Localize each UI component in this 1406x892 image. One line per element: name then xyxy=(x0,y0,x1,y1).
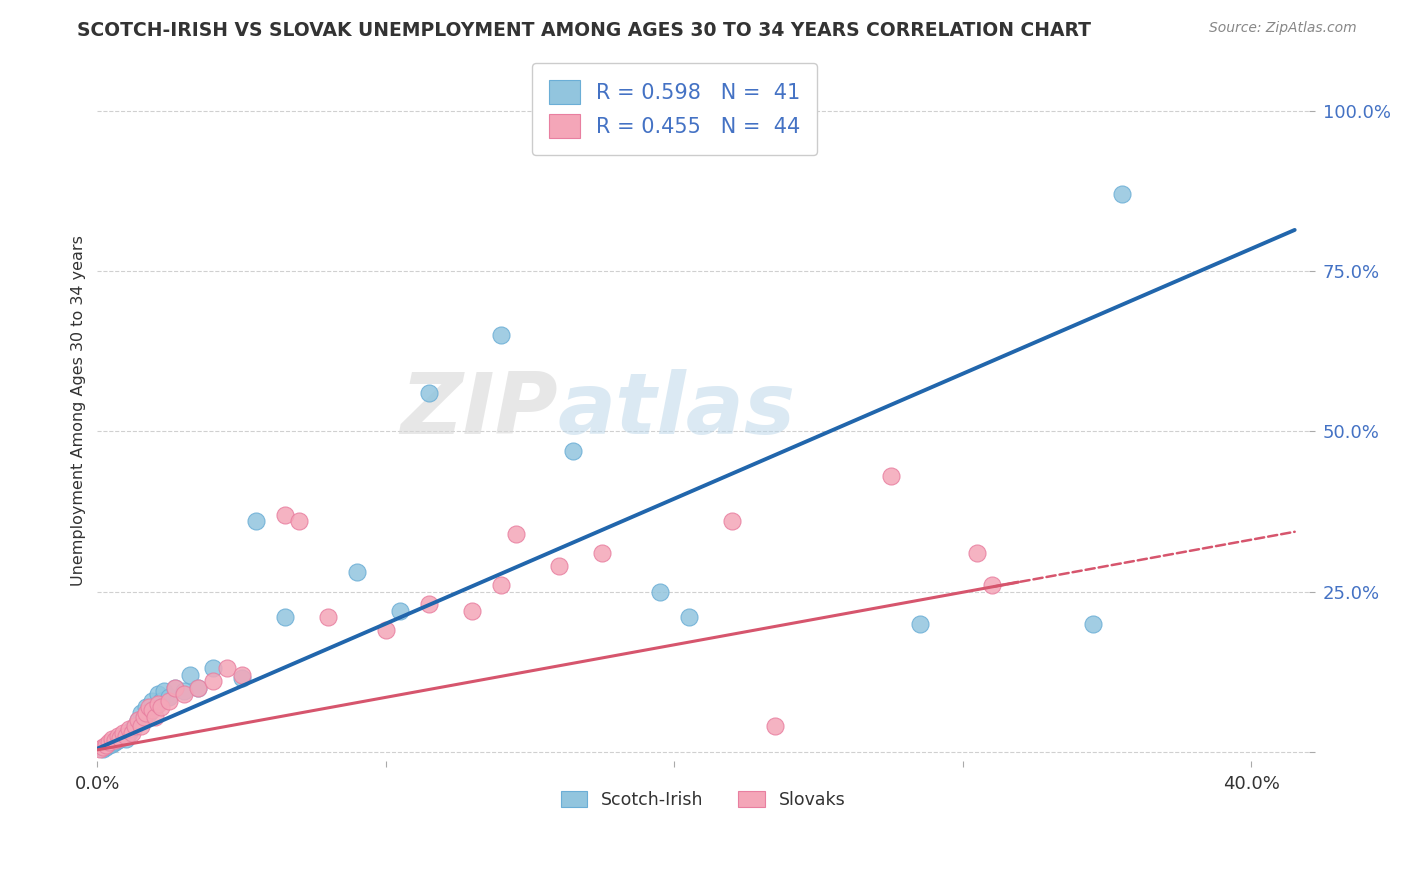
Point xyxy=(110,731,132,746)
Point xyxy=(908,616,931,631)
Point xyxy=(231,668,253,682)
Point xyxy=(141,693,163,707)
Point xyxy=(100,731,122,746)
Point xyxy=(110,731,132,745)
Point xyxy=(165,681,187,695)
Point xyxy=(288,514,311,528)
Point xyxy=(966,546,988,560)
Legend: Scotch-Irish, Slovaks: Scotch-Irish, Slovaks xyxy=(554,784,852,816)
Point xyxy=(115,729,138,743)
Point xyxy=(118,725,141,739)
Point xyxy=(138,700,160,714)
Point xyxy=(146,687,169,701)
Point xyxy=(107,733,129,747)
Point xyxy=(129,706,152,721)
Point xyxy=(141,703,163,717)
Point xyxy=(89,741,111,756)
Point xyxy=(97,735,120,749)
Point xyxy=(149,700,172,714)
Point xyxy=(548,558,571,573)
Point xyxy=(217,661,239,675)
Point xyxy=(721,514,744,528)
Point xyxy=(146,697,169,711)
Point xyxy=(121,723,143,737)
Point xyxy=(104,733,127,747)
Point xyxy=(245,514,267,528)
Point xyxy=(591,546,613,560)
Point xyxy=(91,741,114,756)
Point xyxy=(165,681,187,695)
Point xyxy=(132,709,155,723)
Point xyxy=(173,684,195,698)
Point xyxy=(231,671,253,685)
Point xyxy=(112,725,135,739)
Point xyxy=(97,739,120,753)
Text: Source: ZipAtlas.com: Source: ZipAtlas.com xyxy=(1209,21,1357,35)
Point xyxy=(135,706,157,721)
Point xyxy=(149,693,172,707)
Point xyxy=(562,443,585,458)
Point xyxy=(274,610,297,624)
Point xyxy=(138,706,160,721)
Point xyxy=(678,610,700,624)
Point xyxy=(143,709,166,723)
Point xyxy=(135,700,157,714)
Text: atlas: atlas xyxy=(558,369,796,452)
Point xyxy=(104,735,127,749)
Point xyxy=(115,731,138,746)
Point xyxy=(880,469,903,483)
Point xyxy=(129,719,152,733)
Point xyxy=(121,725,143,739)
Point xyxy=(648,584,671,599)
Point xyxy=(418,598,440,612)
Point xyxy=(316,610,339,624)
Point xyxy=(159,693,181,707)
Point xyxy=(491,578,513,592)
Point xyxy=(201,674,224,689)
Point xyxy=(201,661,224,675)
Point xyxy=(980,578,1002,592)
Point xyxy=(118,723,141,737)
Point xyxy=(418,385,440,400)
Point xyxy=(94,739,117,753)
Point xyxy=(173,687,195,701)
Point xyxy=(374,623,396,637)
Y-axis label: Unemployment Among Ages 30 to 34 years: Unemployment Among Ages 30 to 34 years xyxy=(72,235,86,586)
Point xyxy=(112,729,135,743)
Point xyxy=(1111,187,1133,202)
Point xyxy=(124,719,146,733)
Point xyxy=(127,713,149,727)
Point xyxy=(143,700,166,714)
Point xyxy=(274,508,297,522)
Point xyxy=(461,604,484,618)
Point xyxy=(505,527,527,541)
Point xyxy=(346,566,368,580)
Point xyxy=(389,604,412,618)
Point xyxy=(91,739,114,754)
Text: ZIP: ZIP xyxy=(401,369,558,452)
Point xyxy=(187,681,209,695)
Point xyxy=(124,719,146,733)
Point xyxy=(179,668,201,682)
Point xyxy=(491,328,513,343)
Point xyxy=(107,729,129,743)
Point xyxy=(1081,616,1104,631)
Point xyxy=(763,719,786,733)
Point xyxy=(187,681,209,695)
Text: SCOTCH-IRISH VS SLOVAK UNEMPLOYMENT AMONG AGES 30 TO 34 YEARS CORRELATION CHART: SCOTCH-IRISH VS SLOVAK UNEMPLOYMENT AMON… xyxy=(77,21,1091,39)
Point xyxy=(152,684,174,698)
Point xyxy=(159,690,181,705)
Point xyxy=(127,713,149,727)
Point xyxy=(132,709,155,723)
Point xyxy=(100,737,122,751)
Point xyxy=(94,739,117,754)
